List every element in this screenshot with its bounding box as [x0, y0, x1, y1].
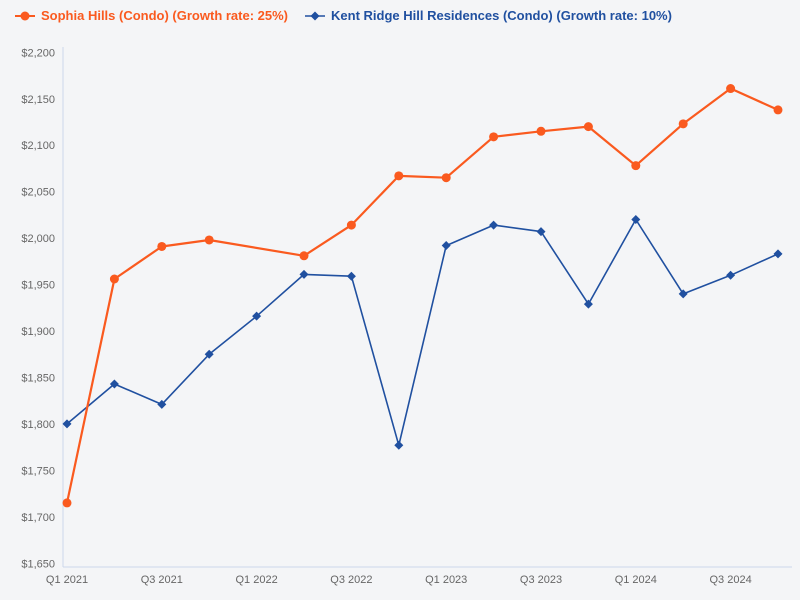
- data-point-marker: [157, 399, 167, 409]
- circle-series-marker-icon: [15, 11, 35, 20]
- data-point-marker: [299, 269, 309, 279]
- data-point-marker: [62, 419, 72, 429]
- y-axis-label: $2,100: [21, 140, 55, 152]
- data-point-marker: [346, 220, 356, 230]
- x-axis-label: Q3 2024: [709, 574, 751, 586]
- legend-item-kent-ridge[interactable]: Kent Ridge Hill Residences (Condo) (Grow…: [304, 8, 672, 23]
- data-point-marker: [489, 220, 499, 230]
- data-point-marker: [299, 251, 309, 261]
- y-axis-label: $1,700: [21, 512, 55, 524]
- y-axis-label: $1,800: [21, 419, 55, 431]
- y-axis-label: $2,150: [21, 94, 55, 106]
- chart-legend: Sophia Hills (Condo) (Growth rate: 25%) …: [14, 8, 672, 23]
- data-point-marker: [109, 274, 119, 284]
- x-axis-label: Q3 2023: [520, 574, 562, 586]
- y-axis-label: $2,000: [21, 233, 55, 245]
- data-point-marker: [346, 271, 356, 281]
- sophia-hills-line: [65, 87, 779, 504]
- kent-ridge-line: [66, 218, 779, 447]
- data-point-marker: [536, 126, 546, 136]
- data-point-marker: [441, 173, 451, 183]
- y-axis-label: $1,900: [21, 326, 55, 338]
- data-point-marker: [631, 161, 641, 171]
- legend-label-sophia-hills: Sophia Hills (Condo) (Growth rate: 25%): [41, 8, 289, 23]
- y-axis-label: $2,200: [21, 47, 55, 59]
- legend-item-sophia-hills[interactable]: Sophia Hills (Condo) (Growth rate: 25%): [14, 8, 288, 23]
- data-point-marker: [394, 440, 404, 450]
- data-point-marker: [583, 299, 593, 309]
- data-point-marker: [252, 311, 262, 321]
- x-axis-label: Q1 2022: [235, 574, 277, 586]
- data-point-marker: [726, 270, 736, 280]
- data-point-marker: [489, 132, 499, 142]
- data-point-marker: [109, 379, 119, 389]
- data-point-marker: [583, 122, 593, 132]
- y-axis-label: $2,050: [21, 187, 55, 199]
- data-point-marker: [204, 349, 214, 359]
- data-point-marker: [536, 227, 546, 237]
- y-axis-label: $1,650: [21, 558, 55, 570]
- data-point-marker: [441, 241, 451, 251]
- data-point-marker: [678, 119, 688, 129]
- diamond-series-marker-icon: [305, 11, 326, 20]
- x-axis-label: Q1 2023: [425, 574, 467, 586]
- y-axis-label: $1,850: [21, 372, 55, 384]
- x-axis-label: Q1 2024: [615, 574, 657, 586]
- data-point-marker: [726, 84, 736, 94]
- y-axis-label: $1,750: [21, 465, 55, 477]
- x-axis-label: Q3 2022: [330, 574, 372, 586]
- legend-label-kent-ridge: Kent Ridge Hill Residences (Condo) (Grow…: [331, 8, 672, 23]
- x-axis-label: Q1 2021: [46, 574, 88, 586]
- data-point-marker: [773, 105, 783, 115]
- data-point-marker: [204, 235, 214, 245]
- data-point-marker: [631, 215, 641, 225]
- data-point-marker: [394, 171, 404, 181]
- y-axis-label: $1,950: [21, 280, 55, 292]
- data-point-marker: [157, 241, 167, 251]
- x-axis-label: Q3 2021: [141, 574, 183, 586]
- data-point-marker: [773, 249, 783, 259]
- data-point-marker: [678, 289, 688, 299]
- data-point-marker: [62, 498, 72, 508]
